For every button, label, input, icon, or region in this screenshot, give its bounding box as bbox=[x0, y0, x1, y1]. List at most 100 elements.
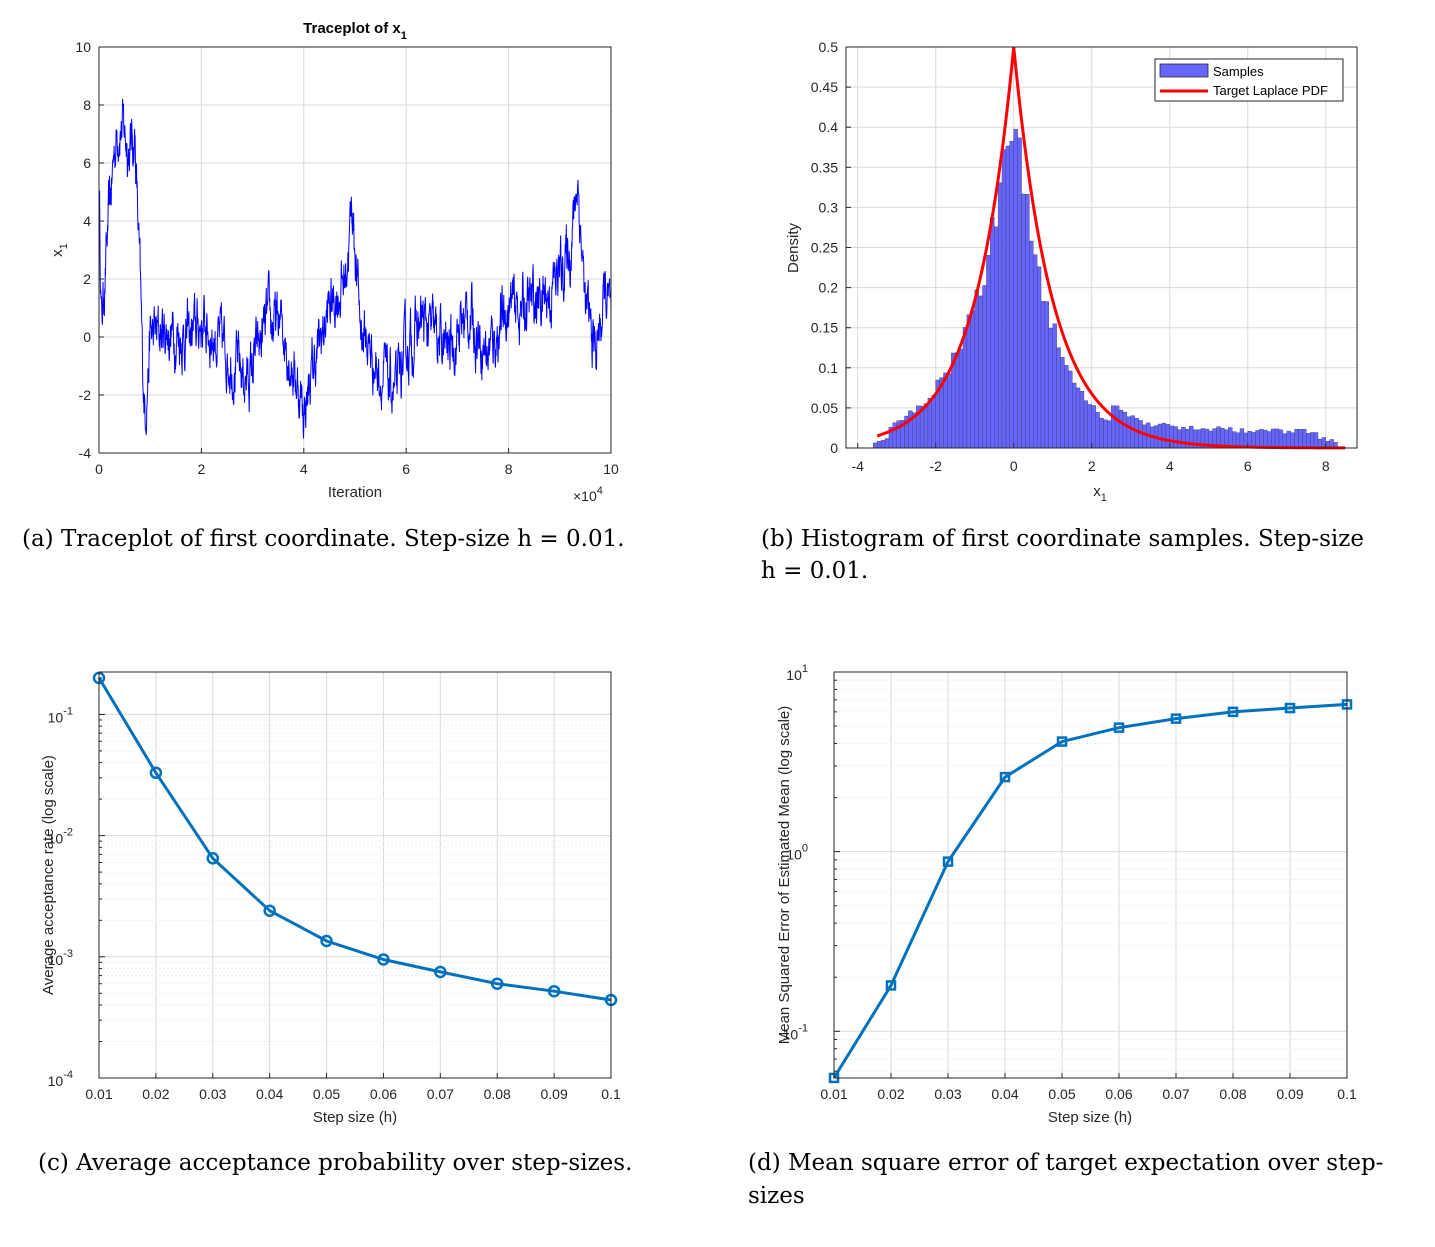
caption-a: (a) Traceplot of first coordinate. Step-… bbox=[22, 526, 625, 552]
y-tick-exponent: -1 bbox=[63, 705, 73, 717]
histogram-bar bbox=[1278, 429, 1284, 449]
histogram-bar bbox=[1114, 405, 1120, 449]
histogram-bar bbox=[1001, 149, 1007, 449]
histogram-bar bbox=[1099, 417, 1104, 449]
y-tick-label: 2 bbox=[83, 271, 91, 287]
panel-b-histogram: -4 -2 0 2 4 6 8 0 0.05 0.1 0.15 0.2 0.25 0.3 0.35 0.4 0… bbox=[761, 39, 1364, 584]
histogram-bar bbox=[1009, 140, 1014, 449]
histogram-bar bbox=[958, 348, 964, 449]
x-tick-label: 0 bbox=[1010, 458, 1018, 474]
y-tick-exponent: -1 bbox=[798, 1022, 808, 1034]
y-tick-label: 0 bbox=[83, 329, 91, 345]
x-tick-label: 6 bbox=[402, 461, 410, 477]
histogram-bar bbox=[1255, 430, 1260, 449]
y-tick-label: 4 bbox=[83, 213, 91, 229]
data-point-marker bbox=[490, 977, 504, 990]
y-tick-label: 0.35 bbox=[811, 159, 838, 175]
histogram-bar bbox=[877, 441, 882, 449]
histogram-bar bbox=[1286, 430, 1291, 449]
data-point-marker bbox=[320, 934, 333, 948]
histogram-bar bbox=[1021, 193, 1026, 449]
y-axis-label: Average acceptance rate (log scale) bbox=[40, 755, 57, 995]
histogram-bar bbox=[1052, 323, 1057, 449]
histogram-bar bbox=[1302, 429, 1307, 449]
y-tick-exponent: -2 bbox=[63, 827, 73, 839]
histogram-bar bbox=[1033, 254, 1038, 449]
x-tick-label: 0.08 bbox=[1219, 1086, 1246, 1102]
x-tick-label: -2 bbox=[929, 458, 942, 474]
y-tick-base: 10 bbox=[786, 847, 802, 863]
histogram-bar bbox=[1087, 404, 1092, 449]
y-tick-label: 0 bbox=[830, 440, 838, 456]
histogram-bar bbox=[931, 395, 936, 449]
y-tick-exponent: -4 bbox=[63, 1069, 73, 1081]
caption-c: (c) Average acceptance probability over … bbox=[38, 1150, 632, 1176]
histogram-bar bbox=[892, 422, 897, 449]
histogram-bar bbox=[974, 289, 979, 449]
y-tick-label: 8 bbox=[83, 97, 91, 113]
histogram-bar bbox=[1282, 433, 1287, 449]
y-tick-label: 10-1 bbox=[48, 705, 73, 725]
data-point-marker bbox=[377, 953, 390, 966]
histogram-bar bbox=[1161, 422, 1167, 449]
histogram-bar bbox=[1130, 415, 1135, 449]
panel-a-traceplot: 0 2 4 6 8 10 -4 -2 0 2 4 6 8 10 Traceplot of x1 Iter… bbox=[22, 20, 625, 552]
histogram-bar bbox=[1107, 420, 1112, 449]
y-tick-label: 100 bbox=[786, 843, 808, 863]
y-tick-label: 10-4 bbox=[48, 1069, 73, 1089]
legend-label-samples: Samples bbox=[1213, 64, 1264, 79]
acceptance-line bbox=[97, 677, 612, 1002]
x-tick-label: 0.09 bbox=[1276, 1086, 1303, 1102]
y-tick-base: 10 bbox=[48, 709, 64, 725]
histogram-bar bbox=[1013, 129, 1018, 449]
histogram-bar bbox=[1294, 428, 1299, 449]
histogram-bar bbox=[880, 440, 886, 449]
caption-d-line1: (d) Mean square error of target expectat… bbox=[748, 1150, 1383, 1176]
histogram-bar bbox=[1259, 429, 1264, 449]
caption-b-line2: h = 0.01. bbox=[761, 558, 868, 584]
histogram-bar bbox=[1005, 145, 1011, 449]
y-tick-exponent: 0 bbox=[802, 843, 808, 855]
x-tick-label: 0.04 bbox=[991, 1086, 1018, 1102]
histogram-bar bbox=[1075, 387, 1081, 449]
histogram-bar bbox=[1134, 417, 1139, 449]
x-axis-label: x1 bbox=[1093, 483, 1107, 504]
histogram-bar bbox=[1103, 419, 1108, 449]
histogram-bar bbox=[1083, 400, 1089, 449]
data-point-marker bbox=[206, 852, 220, 865]
mse-line bbox=[832, 702, 1348, 1079]
x-axis-exponent: ×104 bbox=[573, 485, 603, 504]
x-tick-label: 10 bbox=[603, 461, 619, 477]
plot-frame bbox=[833, 671, 1348, 1079]
histogram-bar bbox=[1025, 194, 1030, 449]
y-tick-base: 10 bbox=[48, 1073, 64, 1089]
histogram-bar bbox=[1017, 137, 1022, 449]
panel-d-mse: 0.01 0.02 0.03 0.04 0.05 0.06 0.07 0.08 0.09 0.1 … bbox=[748, 663, 1383, 1209]
histogram-bar bbox=[1169, 425, 1174, 449]
histogram-bar bbox=[982, 285, 987, 449]
histogram-bar bbox=[947, 373, 952, 449]
histogram-bar bbox=[978, 295, 983, 449]
legend-label-pdf: Target Laplace PDF bbox=[1213, 83, 1328, 98]
legend: Samples Target Laplace PDF bbox=[1154, 58, 1344, 102]
x-tick-label: 4 bbox=[300, 461, 308, 477]
y-tick-exponent: -3 bbox=[63, 948, 73, 960]
histogram-bar bbox=[1036, 266, 1042, 449]
y-tick-label: 0.15 bbox=[811, 320, 838, 336]
histogram-bar bbox=[1267, 431, 1272, 449]
histogram-bar bbox=[1309, 432, 1315, 449]
histogram-bar bbox=[1142, 424, 1147, 449]
y-tick-label: 10-1 bbox=[783, 1022, 808, 1042]
y-tick-label: 10-3 bbox=[48, 948, 73, 968]
histogram-bar bbox=[962, 327, 968, 449]
y-tick-label: -2 bbox=[79, 387, 92, 403]
histogram-bar bbox=[1064, 365, 1069, 449]
histogram-bar bbox=[1040, 301, 1046, 449]
x-tick-label: 0.03 bbox=[199, 1086, 226, 1102]
x-tick-label: 0.06 bbox=[1105, 1086, 1132, 1102]
y-axis-label: Mean Squared Error of Estimated Mean (lo… bbox=[776, 706, 793, 1045]
histogram-bar bbox=[1165, 424, 1170, 449]
panel-c-acceptance: 0.01 0.02 0.03 0.04 0.05 0.06 0.07 0.08 0.09 0.1 … bbox=[38, 671, 632, 1176]
histogram-bar bbox=[884, 438, 890, 449]
